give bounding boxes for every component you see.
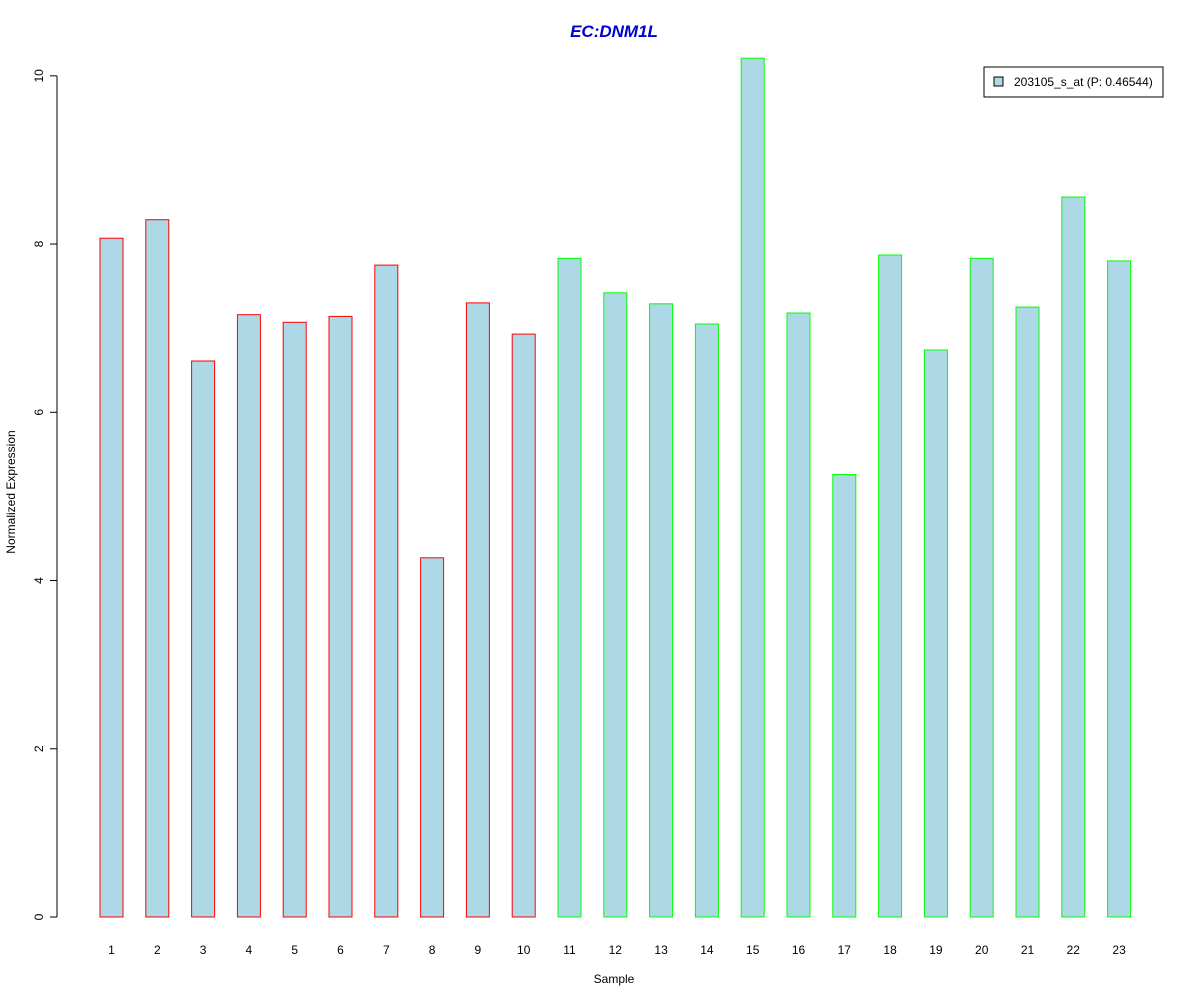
y-tick-label: 0 xyxy=(32,913,46,920)
bar-sample-21 xyxy=(1015,306,1040,918)
x-tick-label: 4 xyxy=(246,943,253,957)
x-tick-labels: 1 2 3 4 5 6 7 8 9 10 11 12 13 14 15 16 17 18 19 20 21 22 23 xyxy=(108,943,1126,957)
y-axis: 0 2 4 6 8 10 xyxy=(32,69,58,920)
y-tick-label: 2 xyxy=(32,745,46,752)
x-tick-label: 17 xyxy=(838,943,852,957)
y-tick-label: 6 xyxy=(32,409,46,416)
y-tick-label: 4 xyxy=(32,577,46,584)
x-tick-label: 10 xyxy=(517,943,531,957)
x-tick-label: 5 xyxy=(291,943,298,957)
x-tick-label: 13 xyxy=(654,943,668,957)
y-tick-label: 10 xyxy=(32,69,46,83)
bars xyxy=(99,57,1132,918)
bar-sample-23 xyxy=(1107,260,1132,918)
y-axis-label: Normalized Expression xyxy=(4,430,18,553)
x-tick-label: 21 xyxy=(1021,943,1035,957)
x-tick-label: 20 xyxy=(975,943,989,957)
bar-sample-7 xyxy=(374,264,399,918)
bar-sample-2 xyxy=(145,219,170,918)
bar-sample-22 xyxy=(1061,196,1086,918)
x-tick-label: 9 xyxy=(475,943,482,957)
chart-title: EC:DNM1L xyxy=(570,22,658,41)
x-tick-label: 18 xyxy=(883,943,897,957)
x-tick-label: 1 xyxy=(108,943,115,957)
x-tick-label: 12 xyxy=(609,943,623,957)
bar-sample-9 xyxy=(465,302,490,918)
y-tick-label: 8 xyxy=(32,240,46,247)
legend-swatch xyxy=(993,76,1004,87)
bar-sample-14 xyxy=(694,323,719,918)
x-axis-label: Sample xyxy=(594,972,635,986)
bar-sample-1 xyxy=(99,237,124,918)
x-tick-label: 15 xyxy=(746,943,760,957)
bar-sample-13 xyxy=(649,303,674,918)
x-tick-label: 16 xyxy=(792,943,806,957)
bar-sample-6 xyxy=(328,315,353,918)
bar-sample-19 xyxy=(923,349,948,918)
bar-sample-20 xyxy=(969,257,994,918)
x-tick-label: 11 xyxy=(563,943,576,957)
bar-sample-3 xyxy=(191,360,216,918)
x-tick-label: 19 xyxy=(929,943,943,957)
x-tick-label: 23 xyxy=(1112,943,1126,957)
x-tick-label: 7 xyxy=(383,943,390,957)
bar-sample-11 xyxy=(557,257,582,918)
x-tick-label: 22 xyxy=(1067,943,1081,957)
legend-label: 203105_s_at (P: 0.46544) xyxy=(1014,75,1153,89)
bar-sample-15 xyxy=(740,57,765,918)
x-tick-label: 3 xyxy=(200,943,207,957)
x-tick-label: 8 xyxy=(429,943,436,957)
x-tick-label: 2 xyxy=(154,943,161,957)
legend: 203105_s_at (P: 0.46544) xyxy=(983,66,1164,98)
x-tick-label: 6 xyxy=(337,943,344,957)
x-tick-label: 14 xyxy=(700,943,714,957)
bar-sample-16 xyxy=(786,312,811,918)
bar-sample-10 xyxy=(511,333,536,918)
bar-sample-17 xyxy=(832,474,857,918)
bar-sample-4 xyxy=(236,314,261,918)
bar-sample-5 xyxy=(282,321,307,918)
bar-sample-12 xyxy=(603,292,628,918)
bar-sample-18 xyxy=(878,254,903,918)
legend-box xyxy=(983,66,1164,98)
bar-sample-8 xyxy=(420,557,445,918)
